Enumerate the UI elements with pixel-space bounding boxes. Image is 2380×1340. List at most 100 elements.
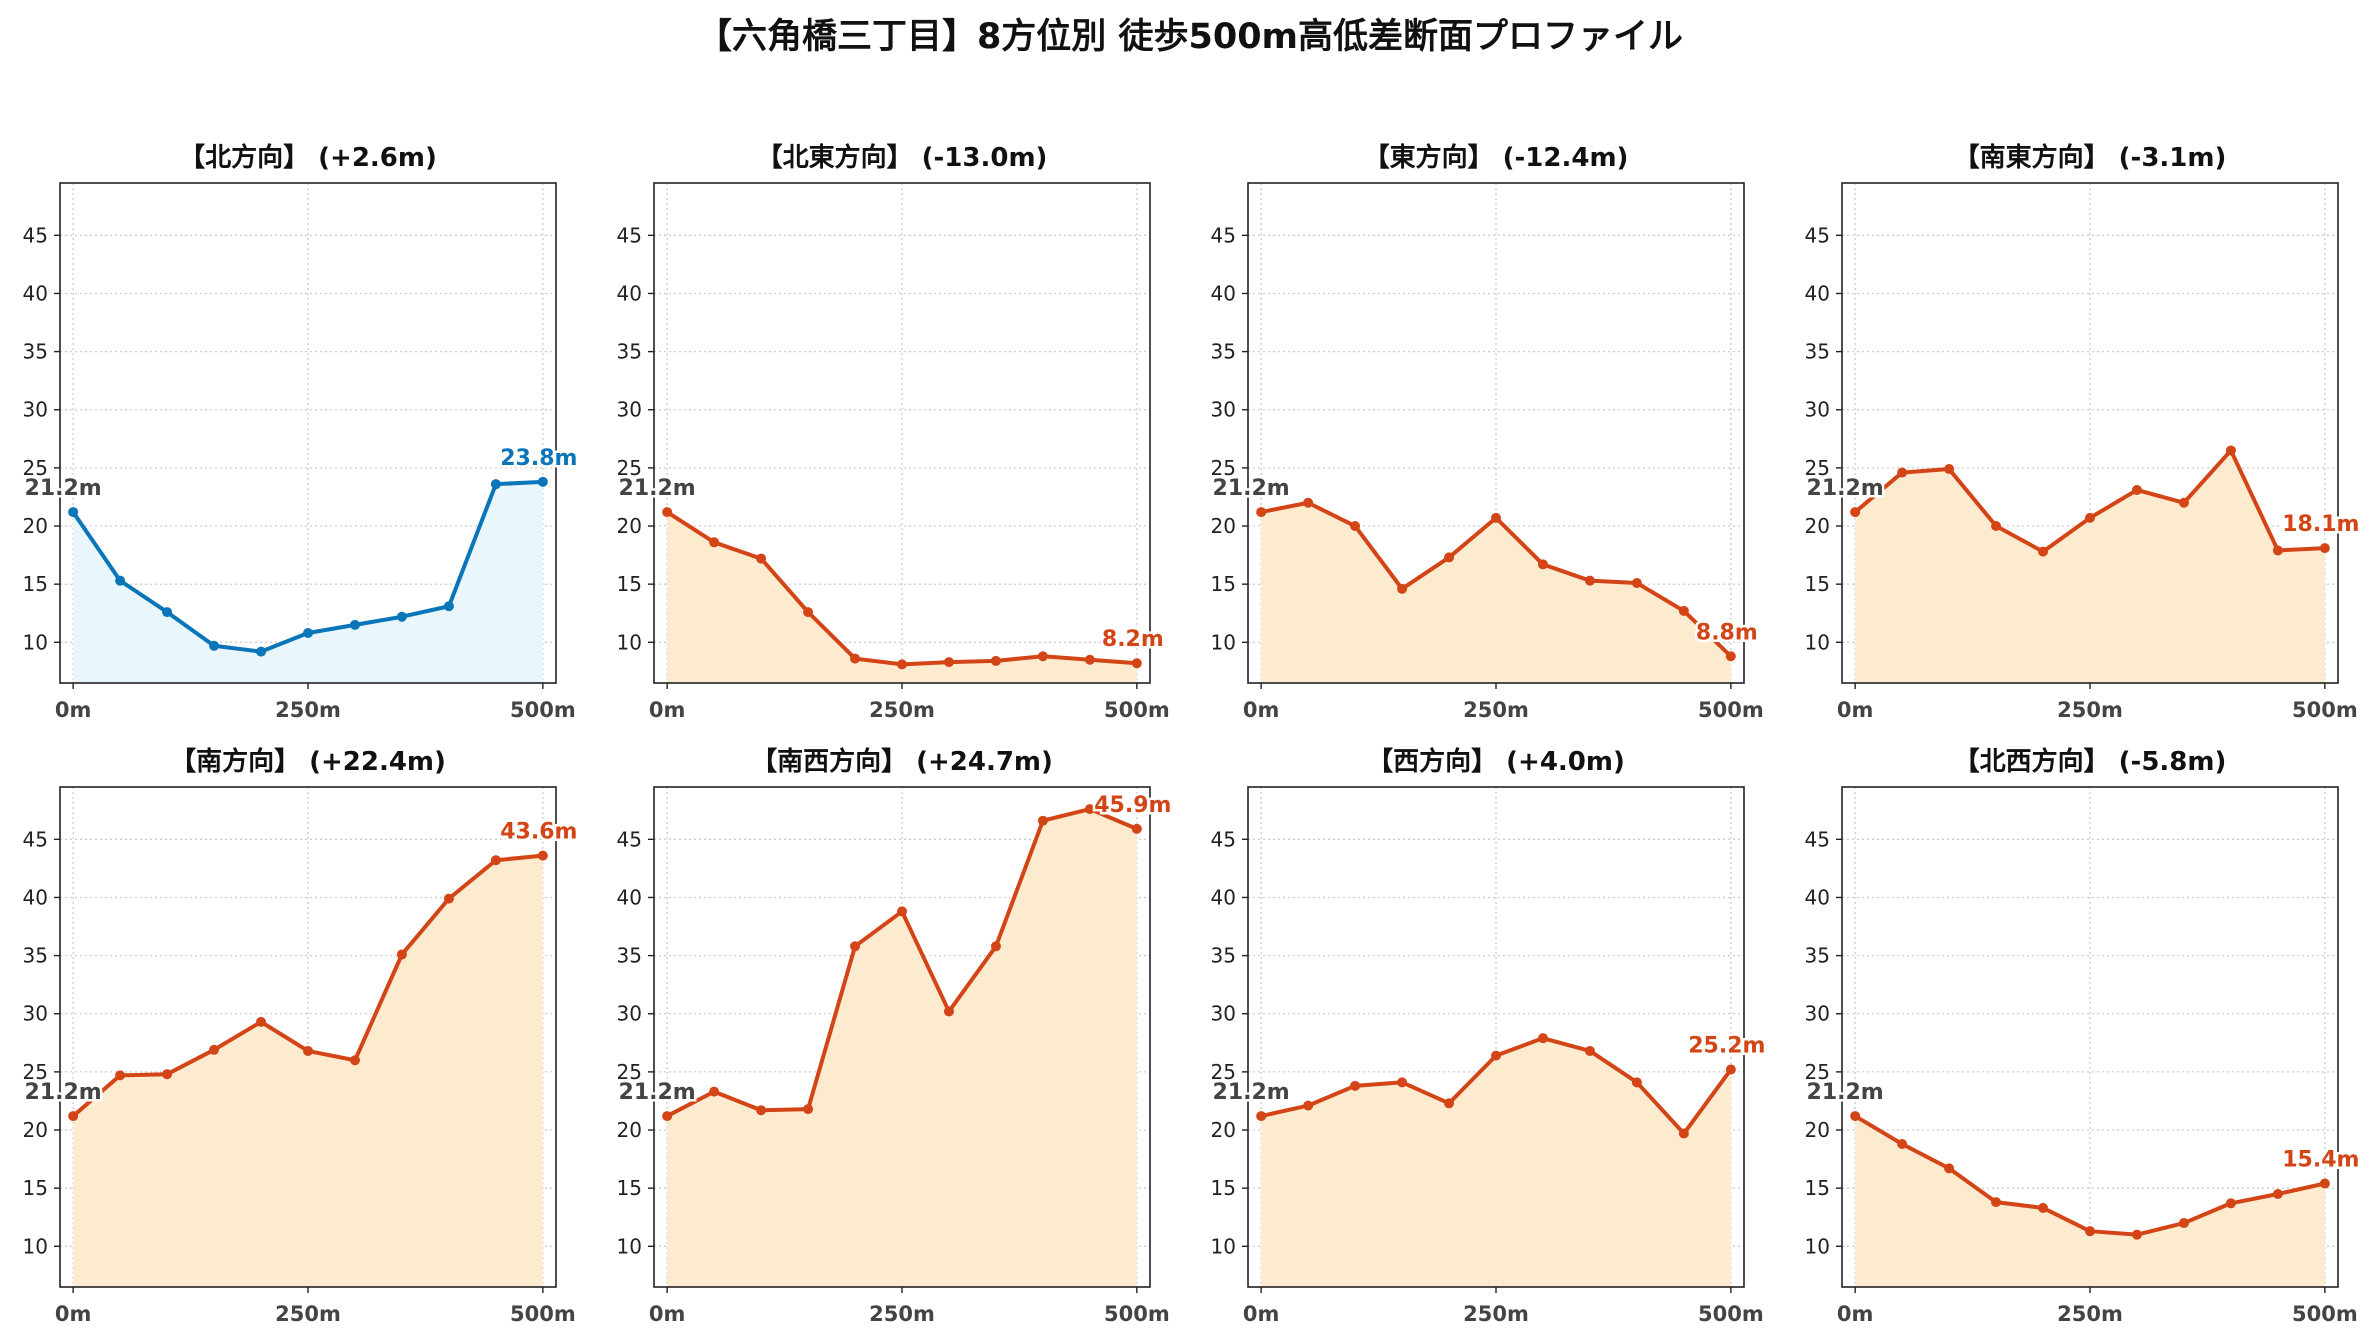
y-tick-label: 30 <box>617 1002 642 1026</box>
data-point <box>1256 1111 1267 1122</box>
y-tick-label: 15 <box>1211 572 1236 596</box>
x-tick-label: 500m <box>2292 698 2358 722</box>
data-point <box>303 628 313 638</box>
data-point <box>1897 1138 1908 1149</box>
y-tick-label: 10 <box>617 1234 642 1258</box>
x-tick-label: 0m <box>649 698 686 722</box>
data-point <box>2178 497 2189 508</box>
data-point <box>850 653 861 664</box>
data-point <box>756 1105 767 1116</box>
data-point <box>256 1016 267 1027</box>
y-tick-label: 30 <box>1805 1002 1830 1026</box>
chart-title: 【北西方向】 (-5.8m) <box>1954 746 2227 777</box>
y-tick-label: 45 <box>23 827 48 851</box>
x-tick-label: 250m <box>869 1302 935 1326</box>
data-point <box>990 655 1001 666</box>
start-value-label: 21.2m <box>1213 476 1290 501</box>
data-point <box>1303 1100 1314 1111</box>
data-point <box>2038 546 2049 557</box>
end-value-label: 15.4m <box>2282 1148 2359 1173</box>
y-tick-label: 10 <box>1805 630 1830 654</box>
y-tick-label: 20 <box>1805 1118 1830 1142</box>
data-point <box>1397 1077 1408 1088</box>
chart-title: 【東方向】 (-12.4m) <box>1364 142 1629 173</box>
data-point <box>709 1086 720 1097</box>
x-tick-label: 500m <box>510 698 576 722</box>
data-point <box>1084 804 1095 815</box>
y-tick-label: 25 <box>617 1060 642 1084</box>
y-tick-label: 35 <box>23 340 48 364</box>
y-tick-label: 35 <box>617 340 642 364</box>
data-point <box>443 601 454 612</box>
chart-panel-2: 【東方向】 (-12.4m) 10 15 20 25 30 35 40 45 0m 250m 500m… <box>1210 142 1764 722</box>
y-tick-label: 15 <box>23 1176 48 1200</box>
data-point <box>1397 583 1408 594</box>
y-tick-label: 25 <box>617 456 642 480</box>
data-point <box>68 507 79 518</box>
data-point <box>1631 578 1642 588</box>
data-point <box>1084 654 1095 665</box>
y-tick-label: 20 <box>1805 514 1830 538</box>
area-fill <box>667 809 1137 1287</box>
end-value-label: 18.1m <box>2282 512 2359 537</box>
y-tick-label: 25 <box>1211 456 1236 480</box>
y-tick-label: 30 <box>617 398 642 422</box>
y-tick-label: 45 <box>1805 223 1830 247</box>
data-point <box>1584 1045 1595 1056</box>
x-tick-label: 0m <box>1243 698 1280 722</box>
y-tick-label: 45 <box>1211 827 1236 851</box>
data-point <box>897 659 907 670</box>
x-tick-label: 250m <box>275 698 341 722</box>
data-point <box>2272 545 2283 556</box>
end-value-label: 25.2m <box>1688 1034 1765 1059</box>
y-tick-label: 30 <box>23 398 48 422</box>
y-tick-label: 40 <box>1805 281 1830 305</box>
y-tick-label: 10 <box>1211 630 1236 654</box>
y-tick-label: 20 <box>23 1118 48 1142</box>
x-tick-label: 500m <box>1104 698 1170 722</box>
data-point <box>943 1006 954 1017</box>
data-point <box>537 850 548 861</box>
data-point <box>396 949 407 960</box>
start-value-label: 21.2m <box>25 476 102 501</box>
data-point <box>1037 815 1048 826</box>
start-value-label: 21.2m <box>619 1080 696 1105</box>
data-point <box>1584 575 1595 586</box>
y-tick-label: 40 <box>1211 885 1236 909</box>
data-point <box>490 479 501 490</box>
y-tick-label: 20 <box>1211 514 1236 538</box>
data-point <box>1944 1163 1955 1174</box>
y-tick-label: 35 <box>1805 944 1830 968</box>
data-point <box>1991 521 2002 532</box>
data-point <box>349 619 360 630</box>
main-title: 【六角橋三丁目】8方位別 徒歩500m高低差断面プロファイル <box>696 17 1684 57</box>
y-tick-label: 45 <box>1211 223 1236 247</box>
data-point <box>2319 1178 2330 1189</box>
x-tick-label: 0m <box>649 1302 686 1326</box>
y-tick-label: 15 <box>617 1176 642 1200</box>
x-tick-label: 0m <box>55 698 92 722</box>
data-point <box>2131 484 2142 495</box>
x-tick-label: 0m <box>1837 1302 1874 1326</box>
x-tick-label: 250m <box>275 1302 341 1326</box>
data-point <box>68 1111 79 1122</box>
y-tick-label: 10 <box>1211 1234 1236 1258</box>
y-tick-label: 20 <box>23 514 48 538</box>
data-point <box>803 1104 814 1115</box>
data-point <box>349 1055 360 1066</box>
y-tick-label: 35 <box>1211 944 1236 968</box>
data-point <box>1537 1033 1548 1044</box>
x-tick-label: 0m <box>1837 698 1874 722</box>
end-value-label: 23.8m <box>500 446 577 471</box>
y-tick-label: 20 <box>617 514 642 538</box>
area-fill <box>1855 450 2325 683</box>
data-point <box>943 657 954 668</box>
x-tick-label: 250m <box>1463 698 1529 722</box>
start-value-label: 21.2m <box>1807 1080 1884 1105</box>
data-point <box>490 855 501 866</box>
y-tick-label: 15 <box>1211 1176 1236 1200</box>
y-tick-label: 10 <box>617 630 642 654</box>
y-tick-label: 35 <box>23 944 48 968</box>
chart-panel-1: 【北東方向】 (-13.0m) 10 15 20 25 30 35 40 45 0m 250m 500… <box>616 142 1170 722</box>
